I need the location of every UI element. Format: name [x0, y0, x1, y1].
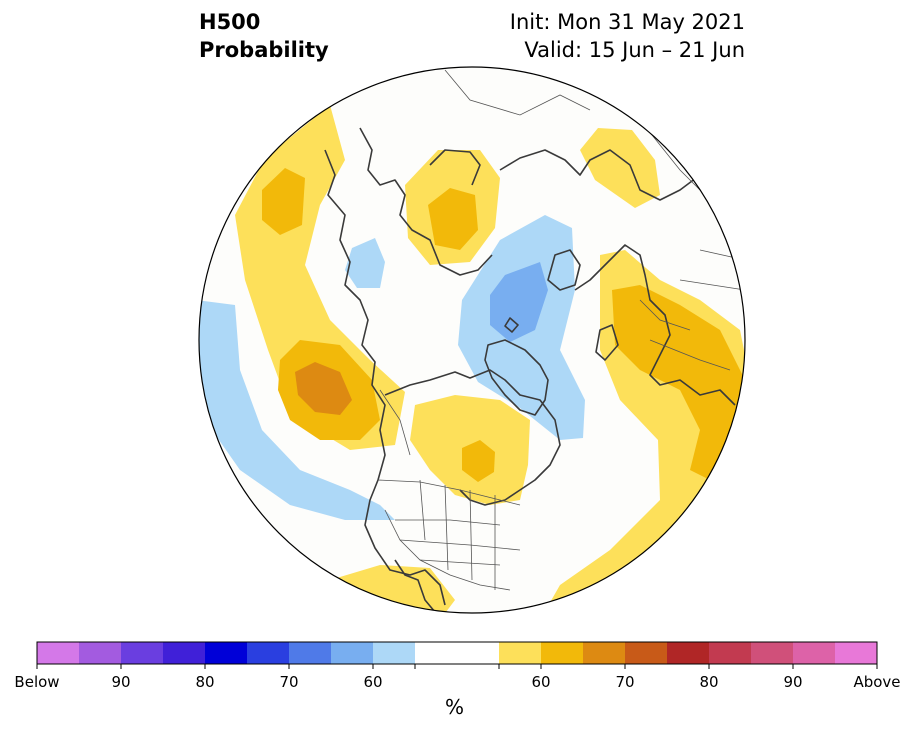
probability-shading	[199, 69, 745, 613]
colorbar-swatch	[163, 642, 206, 664]
above-70-canada	[462, 440, 495, 482]
map-title: H500 Probability	[199, 8, 329, 64]
title-line-2: Probability	[199, 38, 329, 62]
colorbar-tick-label: 60	[363, 673, 382, 691]
init-date: Init: Mon 31 May 2021	[509, 10, 745, 34]
colorbar-tick-label: Above	[853, 673, 900, 691]
colorbar-swatch	[289, 642, 332, 664]
colorbar-swatch	[835, 642, 878, 664]
colorbar-swatch	[583, 642, 626, 664]
above-70-bering	[262, 168, 305, 235]
country-borders	[377, 69, 745, 591]
above-70-europe	[612, 285, 745, 480]
colorbar-tick-label: 70	[615, 673, 634, 691]
colorbar-tick-label: 80	[699, 673, 718, 691]
colorbar-tick-label: 90	[783, 673, 802, 691]
colorbar-swatch	[331, 642, 374, 664]
globe-boundary	[198, 66, 746, 614]
polar-probability-map	[198, 66, 746, 614]
colorbar-tick-label: Below	[14, 673, 59, 691]
colorbar-swatch	[79, 642, 122, 664]
colorbar-swatch	[667, 642, 710, 664]
below-70-region	[490, 262, 548, 342]
colorbar-swatch	[415, 642, 458, 664]
colorbar-swatch	[625, 642, 668, 664]
below-region-pacific	[199, 300, 395, 520]
colorbar-tick-label: 90	[111, 673, 130, 691]
colorbar-tick-label: 70	[279, 673, 298, 691]
colorbar-swatch	[793, 642, 836, 664]
colorbar-swatch	[709, 642, 752, 664]
valid-date: Valid: 15 Jun – 21 Jun	[524, 38, 745, 62]
colorbar-swatch	[373, 642, 416, 664]
title-line-1: H500	[199, 10, 261, 34]
below-region-siberia	[345, 238, 385, 288]
colorbar-swatch	[205, 642, 248, 664]
colorbar-swatch	[499, 642, 542, 664]
colorbar-swatch	[247, 642, 290, 664]
above-80-region	[295, 362, 352, 415]
colorbar-swatch	[751, 642, 794, 664]
colorbar-tick-label: 60	[531, 673, 550, 691]
coastlines	[324, 127, 736, 613]
above-70-central	[428, 188, 478, 250]
colorbar-frame	[36, 641, 878, 665]
colorbar-swatch	[457, 642, 500, 664]
colorbar-swatch	[37, 642, 80, 664]
colorbar-tick-label: 80	[195, 673, 214, 691]
colorbar-swatch	[121, 642, 164, 664]
forecast-dates: Init: Mon 31 May 2021 Valid: 15 Jun – 21…	[510, 8, 745, 64]
colorbar-swatch	[541, 642, 584, 664]
colorbar-unit-label: %	[445, 695, 465, 719]
